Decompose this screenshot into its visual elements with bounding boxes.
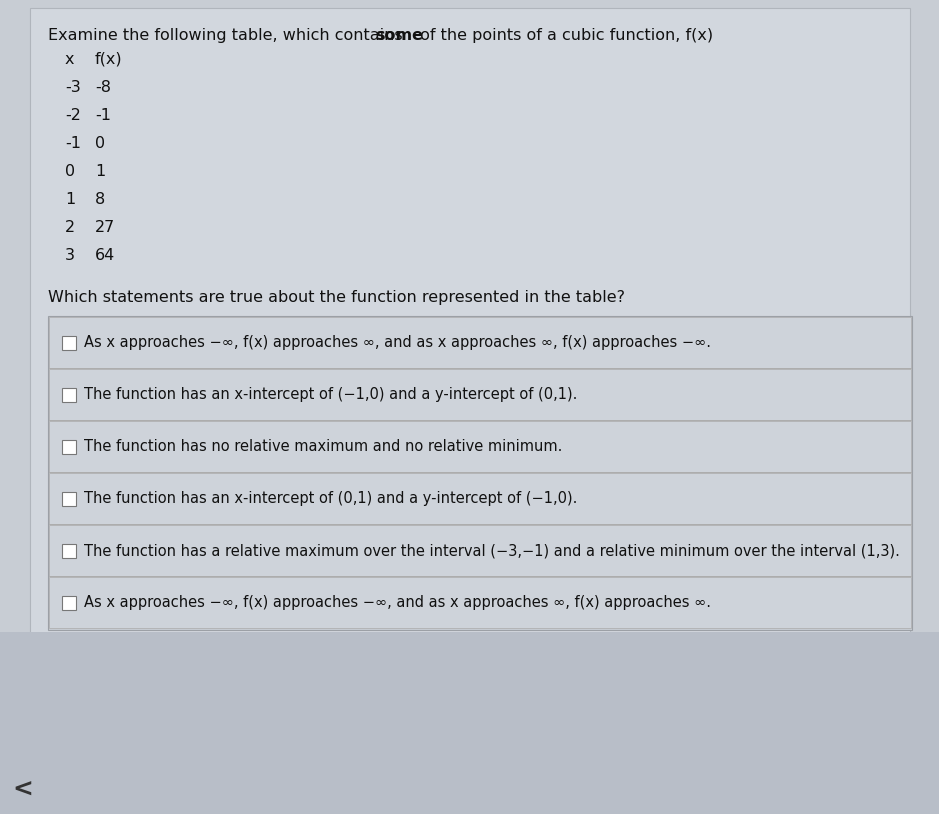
Text: As x approaches −∞, f(x) approaches ∞, and as x approaches ∞, f(x) approaches −∞: As x approaches −∞, f(x) approaches ∞, a… [84,335,711,350]
Text: The function has an x-intercept of (−1,0) and a y-intercept of (0,1).: The function has an x-intercept of (−1,0… [84,387,577,402]
Text: The function has a relative maximum over the interval (−3,−1) and a relative min: The function has a relative maximum over… [84,543,900,558]
Text: -1: -1 [95,108,111,123]
Text: 27: 27 [95,220,115,235]
Text: 2: 2 [65,220,75,235]
Text: -2: -2 [65,108,81,123]
Bar [49,317,911,368]
Bar [62,596,76,610]
Text: 0: 0 [95,136,105,151]
Text: <: < [12,778,33,802]
Text: Examine the following table, which contains: Examine the following table, which conta… [48,28,408,43]
Bar [48,316,912,630]
Bar [0,760,939,814]
Bar [49,525,911,576]
Bar [62,335,76,349]
Bar [30,8,910,728]
Bar [49,473,911,524]
Bar [62,544,76,558]
Text: 1: 1 [95,164,105,179]
Text: x: x [65,52,74,67]
Text: -3: -3 [65,80,81,95]
Bar [49,369,911,420]
Text: 8: 8 [95,192,105,207]
Text: The function has an x-intercept of (0,1) and a y-intercept of (−1,0).: The function has an x-intercept of (0,1)… [84,491,577,506]
Text: -1: -1 [65,136,81,151]
Text: As x approaches −∞, f(x) approaches −∞, and as x approaches ∞, f(x) approaches ∞: As x approaches −∞, f(x) approaches −∞, … [84,595,711,610]
Bar [62,440,76,453]
Text: 0: 0 [65,164,75,179]
Bar [0,632,939,814]
Text: Which statements are true about the function represented in the table?: Which statements are true about the func… [48,290,625,305]
Text: some: some [375,28,423,43]
Text: 3: 3 [65,248,75,263]
Bar [62,492,76,505]
Text: f(x): f(x) [95,52,123,67]
Text: of the points of a cubic function, f(x): of the points of a cubic function, f(x) [415,28,713,43]
Bar [49,577,911,628]
Text: -8: -8 [95,80,111,95]
Text: 64: 64 [95,248,115,263]
Text: 1: 1 [65,192,75,207]
Bar [49,421,911,472]
Bar [62,387,76,401]
Text: The function has no relative maximum and no relative minimum.: The function has no relative maximum and… [84,439,562,454]
